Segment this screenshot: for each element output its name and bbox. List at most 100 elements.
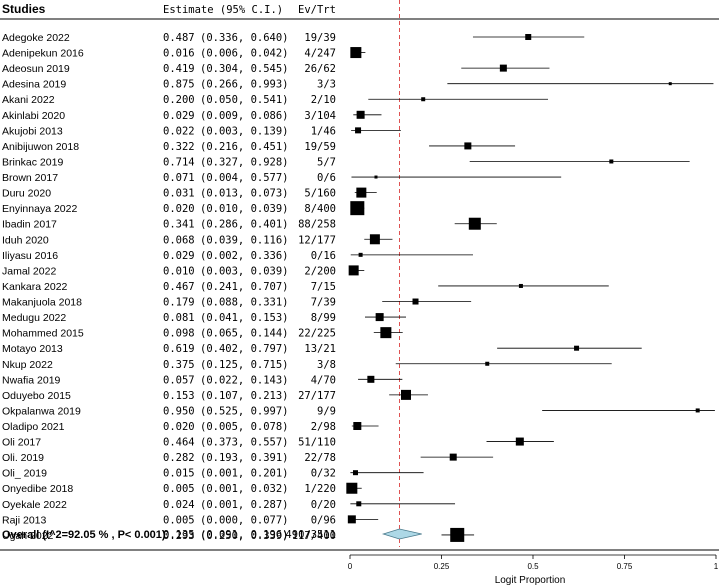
study-name: Raji 2013: [2, 514, 47, 526]
study-estimate: 0.024: [163, 499, 195, 511]
table-row: Mohammed 2015 0.098 (0.065, 0.144) 22/225: [2, 327, 403, 340]
study-events: 117/400: [292, 530, 336, 542]
study-events: 27/177: [298, 390, 336, 402]
study-events: 5/7: [317, 156, 336, 168]
estimate-marker: [421, 97, 426, 102]
study-estimate: 0.005: [163, 483, 195, 495]
table-row: Brinkac 2019 0.714 (0.327, 0.928) 5/7: [2, 156, 690, 168]
table-row: Oyekale 2022 0.024 (0.001, 0.287) 0/20: [2, 499, 456, 511]
study-name: Adeosun 2019: [2, 63, 70, 75]
study-name: Jamal 2022: [2, 265, 56, 277]
study-name: Okpalanwa 2019: [2, 405, 81, 417]
overall-events: 490/3511: [285, 529, 336, 541]
study-events: 22/78: [304, 452, 336, 464]
estimate-marker: [374, 175, 378, 179]
table-row: Oladipo 2021 0.020 (0.005, 0.078) 2/98: [2, 421, 379, 433]
study-estimate: 0.487: [163, 32, 195, 44]
study-name: Medugu 2022: [2, 312, 66, 324]
study-ci: (0.010, 0.039): [200, 203, 289, 215]
study-events: 0/32: [311, 468, 336, 480]
estimate-marker: [525, 34, 532, 40]
table-row: Okpalanwa 2019 0.950 (0.525, 0.997) 9/9: [2, 405, 715, 417]
study-name: Iduh 2020: [2, 234, 49, 246]
study-estimate: 0.071: [163, 172, 195, 184]
study-ci: (0.402, 0.797): [200, 343, 289, 355]
table-row: Adeosun 2019 0.419 (0.304, 0.545) 26/62: [2, 63, 550, 75]
study-ci: (0.039, 0.116): [200, 234, 289, 246]
x-tick-label: 0.5: [527, 562, 539, 571]
study-name: Adenipekun 2016: [2, 48, 84, 60]
study-events: 3/3: [317, 79, 336, 91]
study-ci: (0.336, 0.640): [200, 32, 289, 44]
study-estimate: 0.057: [163, 374, 195, 386]
study-ci: (0.004, 0.577): [200, 172, 289, 184]
study-name: Ibadin 2017: [2, 219, 57, 231]
study-estimate: 0.282: [163, 452, 195, 464]
estimate-marker: [353, 422, 362, 430]
study-name: Oladipo 2021: [2, 421, 65, 433]
study-events: 3/104: [304, 110, 336, 122]
estimate-marker: [574, 345, 580, 351]
table-row: Duru 2020 0.031 (0.013, 0.073) 5/160: [2, 187, 377, 200]
estimate-marker: [348, 265, 359, 276]
study-estimate: 0.714: [163, 156, 195, 168]
study-events: 19/39: [304, 32, 336, 44]
study-events: 12/177: [298, 234, 336, 246]
header-events: Ev/Trt: [298, 4, 336, 16]
table-row: Oli. 2019 0.282 (0.193, 0.391) 22/78: [2, 452, 494, 464]
study-estimate: 0.081: [163, 312, 195, 324]
estimate-marker: [468, 217, 481, 230]
estimate-marker: [346, 482, 358, 494]
study-ci: (0.001, 0.287): [200, 499, 289, 511]
table-row: Raji 2013 0.005 (0.000, 0.077) 0/96: [2, 514, 379, 526]
study-name: Oli_ 2019: [2, 468, 47, 480]
overall-row: Overall (I^2=92.05 % , P< 0.001) 0.135 (…: [2, 528, 422, 541]
study-ci: (0.050, 0.541): [200, 94, 289, 106]
study-name: Nwafia 2019: [2, 374, 61, 386]
study-estimate: 0.020: [163, 421, 195, 433]
study-estimate: 0.010: [163, 265, 195, 277]
study-name: Adesina 2019: [2, 79, 66, 91]
study-ci: (0.304, 0.545): [200, 63, 289, 75]
overall-label: Overall (I^2=92.05 % , P< 0.001): [2, 529, 166, 541]
study-estimate: 0.005: [163, 514, 195, 526]
table-row: Oli 2017 0.464 (0.373, 0.557) 51/110: [2, 437, 554, 449]
study-estimate: 0.015: [163, 468, 195, 480]
x-axis-label: Logit Proportion: [495, 575, 566, 586]
study-estimate: 0.200: [163, 94, 195, 106]
estimate-marker: [400, 389, 411, 400]
study-estimate: 0.029: [163, 250, 195, 262]
study-estimate: 0.031: [163, 188, 195, 200]
estimate-marker: [347, 515, 356, 524]
study-estimate: 0.293: [163, 530, 195, 542]
study-events: 0/16: [311, 250, 336, 262]
study-name: Brinkac 2019: [2, 156, 63, 168]
study-estimate: 0.179: [163, 297, 195, 309]
estimate-marker: [358, 252, 363, 257]
study-events: 51/110: [298, 437, 336, 449]
table-row: Adesina 2019 0.875 (0.266, 0.993) 3/3: [2, 79, 714, 91]
study-name: Duru 2020: [2, 188, 51, 200]
table-row: Jamal 2022 0.010 (0.003, 0.039) 2/200: [2, 265, 365, 277]
study-ci: (0.002, 0.336): [200, 250, 289, 262]
study-ci: (0.001, 0.201): [200, 468, 289, 480]
overall-diamond: [381, 528, 422, 540]
study-ci: (0.000, 0.077): [200, 514, 289, 526]
study-events: 7/15: [311, 281, 336, 293]
study-events: 0/6: [317, 172, 336, 184]
study-ci: (0.125, 0.715): [200, 359, 289, 371]
study-estimate: 0.375: [163, 359, 195, 371]
study-ci: (0.088, 0.331): [200, 297, 289, 309]
study-estimate: 0.467: [163, 281, 195, 293]
table-row: Oli_ 2019 0.015 (0.001, 0.201) 0/32: [2, 468, 424, 480]
study-events: 8/99: [311, 312, 336, 324]
estimate-marker: [369, 234, 380, 245]
study-name: Adegoke 2022: [2, 32, 70, 44]
estimate-marker: [695, 408, 700, 413]
study-events: 0/96: [311, 514, 336, 526]
study-name: Motayo 2013: [2, 343, 63, 355]
study-name: Brown 2017: [2, 172, 58, 184]
study-events: 2/200: [304, 265, 336, 277]
table-row: Akujobi 2013 0.022 (0.003, 0.139) 1/46: [2, 125, 401, 137]
study-ci: (0.022, 0.143): [200, 374, 289, 386]
